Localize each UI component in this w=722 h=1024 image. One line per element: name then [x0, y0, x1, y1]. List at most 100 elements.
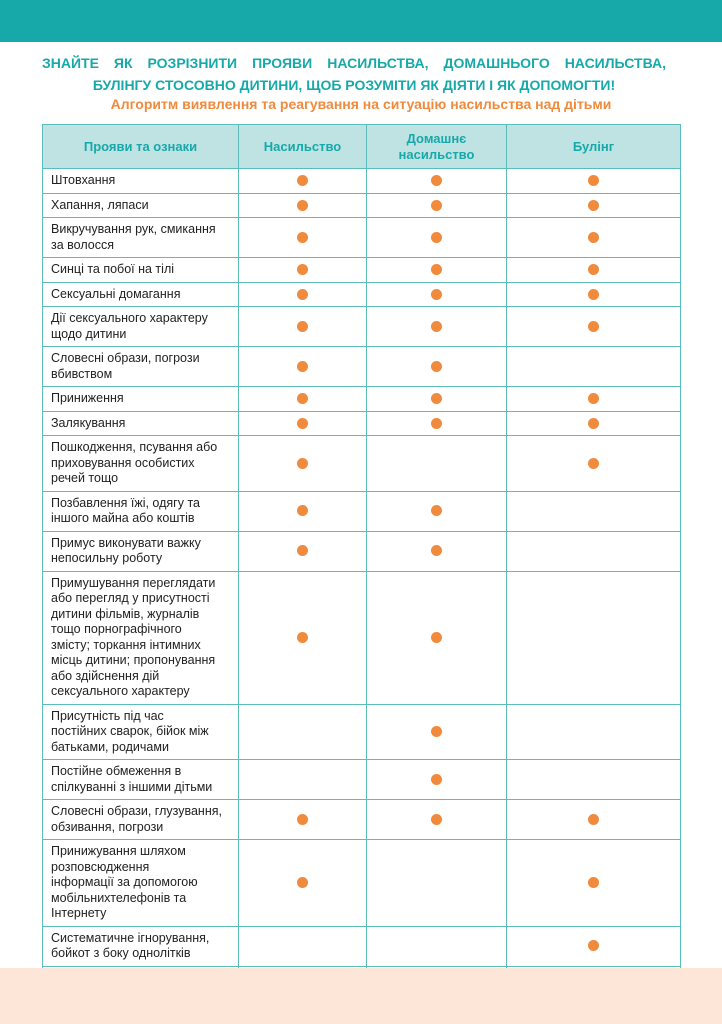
dot — [431, 175, 442, 187]
table-row: Позбавлення їжі, одягу та іншого майна аб… — [42, 490, 681, 532]
label-line: Інтернету — [51, 906, 107, 920]
label-line: Словесні образи, глузування, — [51, 804, 222, 818]
mark-cell — [238, 346, 367, 387]
mark-cell — [506, 306, 681, 347]
table-row: Викручування рук, смикання за волосся — [42, 217, 681, 258]
column-header: Прояви та ознаки — [42, 124, 239, 169]
mark-cell — [366, 410, 507, 436]
mark-cell — [238, 281, 367, 307]
mark-cell — [366, 703, 507, 760]
mark-cell — [238, 435, 367, 492]
row-label: Принижування шляхом розповсюдження інформа… — [42, 839, 239, 927]
table-row: Дії сексуального характеру щодо дитини — [42, 306, 681, 347]
label-line: батьками, родичами — [51, 739, 169, 754]
dot — [297, 457, 308, 469]
row-label: Приниження — [42, 386, 239, 412]
table-row: Словесні образи, погрози вбивством — [42, 346, 681, 387]
row-label: Словесні образи, глузування, обзивання, п… — [42, 799, 239, 840]
label-line: Примус виконувати важку — [51, 535, 201, 550]
label-line: Примушування переглядати — [51, 575, 216, 590]
mark-cell — [506, 386, 681, 412]
mark-cell — [238, 703, 367, 760]
row-label: Синці та побої на тілі — [42, 257, 239, 283]
label-line: Систематичне ігнорування, — [51, 930, 210, 945]
label-line: розповсюдження — [51, 859, 150, 874]
row-label: Сексуальні домагання — [42, 281, 239, 307]
label-line: мобільнихтелефонів та — [51, 890, 187, 905]
mark-cell — [366, 168, 507, 194]
dot — [431, 417, 442, 429]
mark-cell — [238, 925, 367, 967]
label-line: Дії сексуального характеру — [51, 311, 208, 325]
label-line: речей тощо — [51, 471, 119, 485]
mark-cell — [238, 386, 367, 412]
dot — [431, 199, 442, 211]
mark-cell — [238, 410, 367, 436]
row-label: Примушування переглядати або перегляд у п… — [42, 570, 239, 705]
mark-cell — [506, 435, 681, 492]
dot — [588, 877, 599, 889]
column-header: Домашнє насильство — [366, 124, 507, 169]
dot — [297, 505, 308, 517]
label-line: приховування особистих — [51, 455, 195, 470]
mark-cell — [238, 257, 367, 283]
row-label: Штовхання — [42, 168, 239, 194]
label-line: щодо дитини — [51, 326, 127, 341]
table-row: Постійне обмеження в спілкуванні з іншими… — [42, 759, 681, 800]
label-line: Синці та побої на тілі — [51, 262, 175, 276]
dot — [588, 231, 599, 243]
dot — [588, 199, 599, 211]
column-header: Булінг — [506, 124, 681, 169]
dot — [431, 631, 442, 643]
dot — [588, 288, 599, 300]
mark-cell — [506, 410, 681, 436]
label-line: Сексуальні домагання — [51, 286, 181, 301]
table-row: Принижування шляхом розповсюдження інформа… — [42, 839, 681, 927]
mark-cell — [506, 570, 681, 705]
mark-cell — [366, 490, 507, 532]
label-line: за волосся — [51, 237, 114, 252]
label-line: Словесні образи, погрози — [51, 351, 200, 365]
mark-cell — [366, 435, 507, 492]
label-line: непосильну роботу — [51, 551, 163, 565]
dot — [297, 231, 308, 243]
label-line: обзивання, погрози — [51, 819, 164, 834]
table-row: Пошкодження, псування або приховування ос… — [42, 435, 681, 492]
mark-cell — [366, 925, 507, 967]
dot — [297, 877, 308, 889]
mark-cell — [238, 570, 367, 705]
dot — [588, 393, 599, 405]
label-line: інформації за допомогою — [51, 875, 198, 889]
header-line: Прояви та ознаки — [83, 138, 198, 154]
dot — [431, 505, 442, 517]
header-line: Насильство — [263, 138, 342, 154]
row-label: Залякування — [42, 410, 239, 436]
table-row: Примушування переглядати або перегляд у п… — [42, 570, 681, 705]
table: Прояви та ознаки Насильство Домашнє насильс… — [42, 124, 681, 1007]
label-line: Штовхання — [51, 173, 116, 187]
column-header: Насильство — [238, 124, 367, 169]
mark-cell — [506, 217, 681, 258]
subtitle: Алгоритм виявлення та реагування на ситу… — [110, 96, 612, 112]
mark-cell — [366, 799, 507, 840]
mark-cell — [238, 192, 367, 218]
row-label: Позбавлення їжі, одягу та іншого майна аб… — [42, 490, 239, 532]
mark-cell — [366, 192, 507, 218]
dot — [297, 320, 308, 332]
label-line: бойкот з боку однолітків — [51, 946, 191, 960]
title-line: БУЛІНГУ СТОСОВНО ДИТИНИ, ЩОБ РОЗУМІТИ ЯК… — [92, 77, 616, 93]
mark-cell — [366, 839, 507, 927]
dot — [431, 545, 442, 557]
dot — [297, 175, 308, 187]
label-line: Залякування — [51, 415, 126, 430]
row-label: Словесні образи, погрози вбивством — [42, 346, 239, 387]
mark-cell — [366, 530, 507, 572]
row-label: Пошкодження, псування або приховування ос… — [42, 435, 239, 492]
label-line: Приниження — [51, 391, 124, 405]
table-row: Штовхання — [42, 168, 681, 194]
label-line: вбивством — [51, 366, 113, 381]
dot — [431, 231, 442, 243]
title: ЗНАЙТЕ ЯК РОЗРІЗНИТИ ПРОЯВИ НАСИЛЬСТВА, … — [42, 52, 666, 96]
dot — [297, 813, 308, 825]
